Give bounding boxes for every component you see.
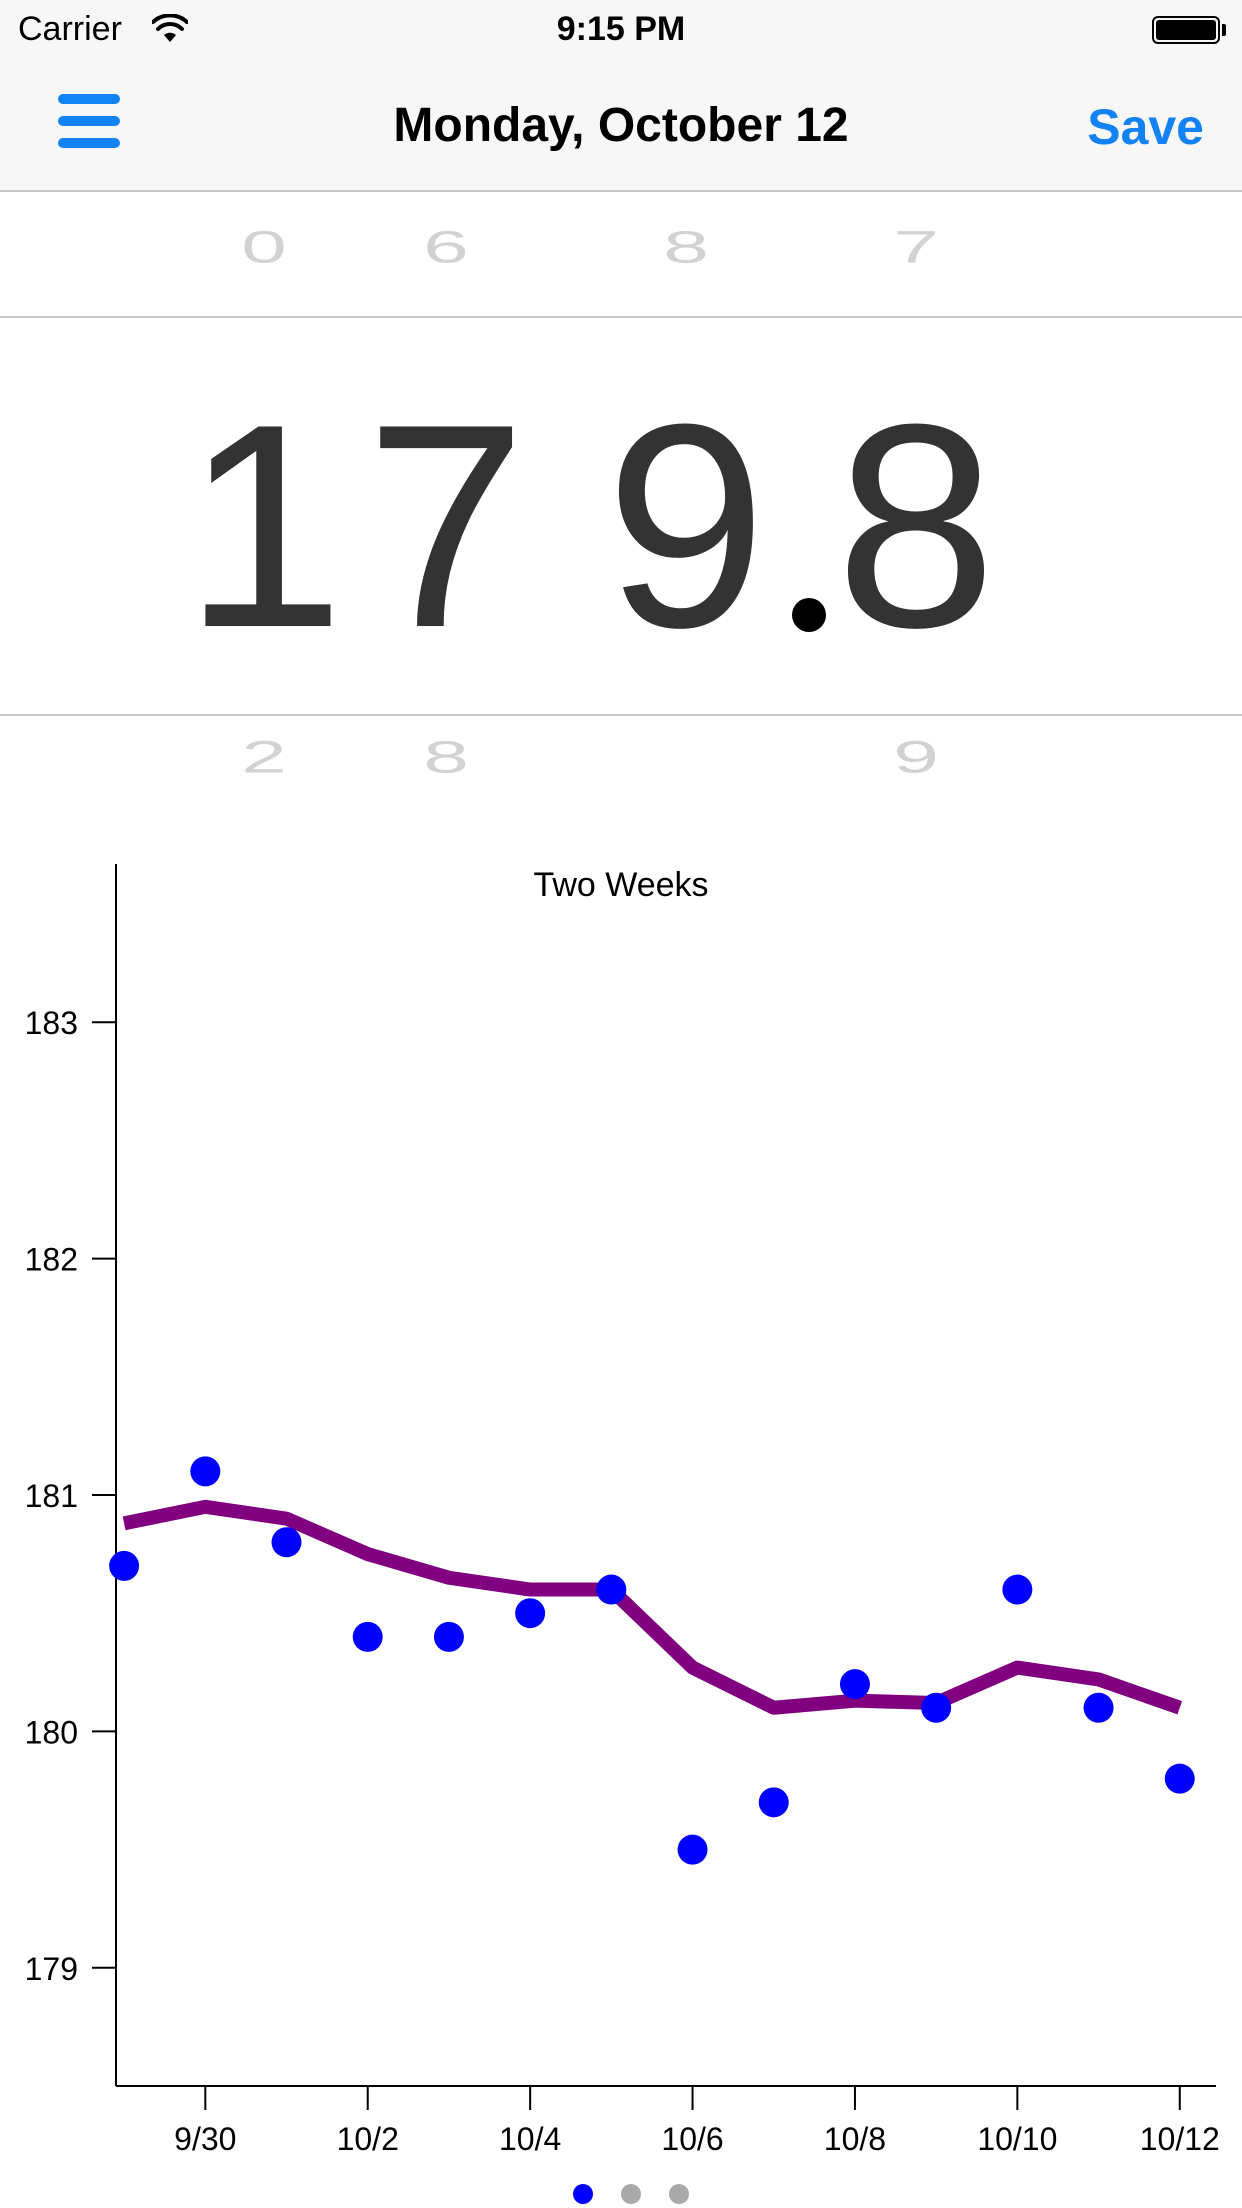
data-point — [1164, 1763, 1195, 1794]
data-point — [352, 1621, 383, 1652]
picker-above-digit-2: 6 — [423, 222, 469, 273]
picker-digit-tenths[interactable]: 8 — [835, 364, 997, 688]
data-point — [433, 1621, 464, 1652]
battery-tip — [1222, 24, 1226, 36]
status-time: 9:15 PM — [556, 10, 686, 48]
picker-row-above: 0 6 8 7 — [0, 222, 1242, 273]
x-tick-label: 10/8 — [824, 2121, 886, 2157]
data-point — [921, 1692, 952, 1723]
page-control[interactable] — [0, 2184, 1242, 2204]
trend-line-group — [122, 1499, 1183, 1715]
chart-title: Two Weeks — [533, 866, 708, 904]
page-dot[interactable] — [573, 2184, 593, 2204]
picker-above-digit-3: 8 — [663, 222, 709, 273]
x-tick-label: 10/6 — [661, 2121, 723, 2157]
picker-selection-top-line — [0, 316, 1242, 318]
decimal-point — [792, 598, 826, 632]
x-tick-label: 10/4 — [499, 2121, 561, 2157]
data-point — [1083, 1692, 1114, 1723]
status-bar: Carrier 9:15 PM — [0, 0, 1242, 60]
y-tick-label: 182 — [25, 1242, 78, 1278]
data-points-group — [109, 1456, 1195, 1865]
data-point — [515, 1598, 546, 1629]
y-tick-label: 179 — [25, 1951, 78, 1987]
navigation-bar: Monday, October 12 Save — [0, 60, 1242, 192]
picker-above-digit-1: 0 — [241, 222, 287, 273]
picker-selection-bottom-line — [0, 714, 1242, 716]
data-point — [839, 1669, 870, 1700]
page-dot[interactable] — [621, 2184, 641, 2204]
picker-below-digit-4: 9 — [893, 732, 939, 783]
page-dot[interactable] — [669, 2184, 689, 2204]
wifi-icon — [152, 14, 188, 42]
picker-row-below: 2 8 9 — [0, 732, 1242, 783]
weight-picker[interactable]: 0 6 8 7 1 7 9 8 2 8 9 — [0, 192, 1242, 812]
data-point — [677, 1834, 708, 1865]
picker-digit-ones[interactable]: 9 — [605, 364, 767, 688]
trend-line — [122, 1499, 1183, 1715]
data-point — [596, 1574, 627, 1605]
data-point — [190, 1456, 221, 1487]
x-tick-label: 10/2 — [337, 2121, 399, 2157]
data-point — [271, 1527, 302, 1558]
data-point — [1002, 1574, 1033, 1605]
page-title: Monday, October 12 — [393, 99, 849, 152]
picker-digit-hundreds[interactable]: 1 — [183, 364, 345, 688]
battery-icon — [1152, 16, 1220, 44]
data-point — [109, 1550, 140, 1581]
menu-icon[interactable] — [58, 94, 120, 150]
x-tick-label: 9/30 — [174, 2121, 236, 2157]
x-tick-label: 10/10 — [977, 2121, 1057, 2157]
carrier-label: Carrier — [18, 10, 122, 48]
two-weeks-chart: Two Weeks 179 180 181 182 183 9/30 10/2 10/4 10/… — [25, 864, 1220, 2157]
y-tick-label: 180 — [25, 1714, 78, 1750]
save-button[interactable]: Save — [1087, 99, 1204, 155]
picker-below-digit-1: 2 — [241, 732, 287, 783]
picker-below-digit-2: 8 — [423, 732, 469, 783]
y-tick-label: 181 — [25, 1478, 78, 1514]
chart-axes: 179 180 181 182 183 9/30 10/2 10/4 10/6 10/8 10/10… — [25, 864, 1220, 2157]
picker-digit-tens[interactable]: 7 — [365, 364, 527, 688]
data-point — [758, 1787, 789, 1818]
y-tick-label: 183 — [25, 1005, 78, 1041]
x-tick-label: 10/12 — [1140, 2121, 1220, 2157]
picker-above-digit-4: 7 — [893, 222, 939, 273]
